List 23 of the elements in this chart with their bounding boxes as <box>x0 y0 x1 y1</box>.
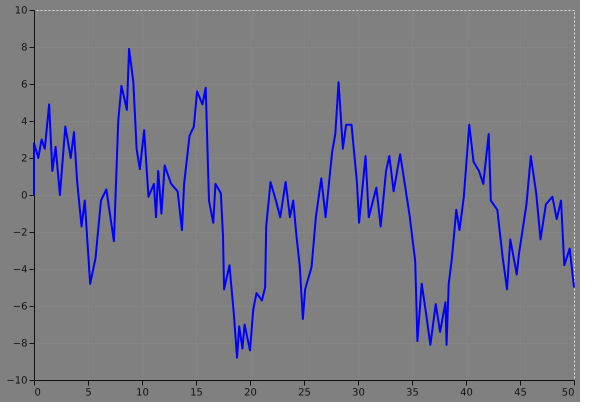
x-tick-label: 50 <box>562 388 574 398</box>
y-tick-label: −10 <box>6 376 28 386</box>
y-tick-label: 2 <box>21 154 28 164</box>
x-tick-label: 5 <box>85 388 92 398</box>
y-tick-label: 8 <box>21 42 28 54</box>
y-tick-label: 4 <box>21 116 28 128</box>
x-tick-label: 10 <box>136 388 149 398</box>
y-tick-label: −8 <box>12 338 28 350</box>
x-tick-label: 45 <box>514 388 527 398</box>
y-tick-label: 10 <box>14 6 28 16</box>
x-tick-label: 25 <box>298 388 311 398</box>
y-tick-label: −2 <box>12 228 28 238</box>
line-series <box>33 48 575 359</box>
x-tick-label: 40 <box>460 388 473 398</box>
y-tick-label: −4 <box>12 264 28 276</box>
x-tick-label: 35 <box>406 388 419 398</box>
x-tick-label: 30 <box>352 388 365 398</box>
y-tick-label: 6 <box>21 80 28 90</box>
x-tick-label: 20 <box>244 388 257 398</box>
x-tick-label: 15 <box>190 388 203 398</box>
y-tick-label: −6 <box>12 302 28 312</box>
x-tick-label: 0 <box>34 388 41 398</box>
y-tick-label: 0 <box>21 190 28 202</box>
